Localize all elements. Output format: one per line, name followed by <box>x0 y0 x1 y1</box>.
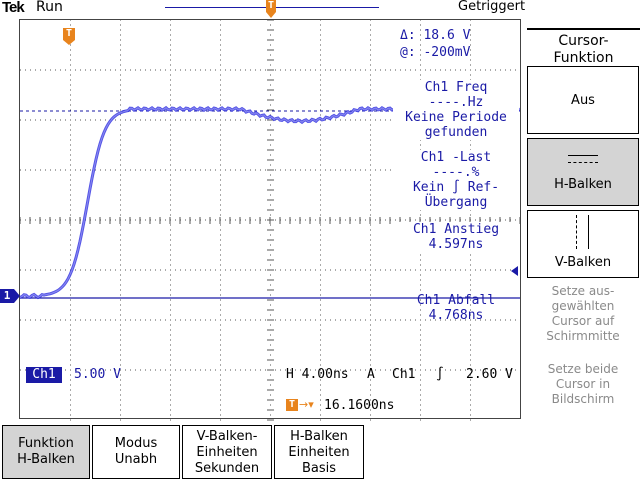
hbars-units-button[interactable]: H-Balken Einheiten Basis <box>274 425 364 479</box>
vbars-units-l1: V-Balken- <box>196 429 258 444</box>
cursor-off-button[interactable]: Aus <box>527 66 639 134</box>
measurement-freq-note: Keine Periode <box>405 110 507 125</box>
hint-both-onscreen-l1: Setze beide <box>547 362 619 376</box>
measurement-rise-value: 4.597ns <box>428 237 484 252</box>
trigger-source: Ch1 <box>392 367 416 382</box>
ch1-ground-marker-tip <box>14 289 20 303</box>
side-menu-title-line2: Funktion <box>553 50 614 66</box>
vbars-units-button[interactable]: V-Balken- Einheiten Sekunden <box>182 425 272 479</box>
measurement-duty-note2: Übergang <box>424 195 488 210</box>
hbars-units-l2: Einheiten <box>288 445 350 460</box>
vbars-units-l2: Einheiten <box>196 445 258 460</box>
trigger-status: Getriggert <box>458 0 526 14</box>
measurement-duty-name: Ch1 -Last <box>420 150 492 165</box>
timebase: H 4.00ns <box>286 367 349 382</box>
mode-button-l1: Modus <box>114 436 158 451</box>
cursor-position: @: -200mV <box>400 45 471 60</box>
vbars-icon <box>570 215 596 249</box>
volts-per-div: 5.00 V <box>74 367 121 382</box>
hint-both-onscreen-l3: Bildschirm <box>551 392 615 406</box>
side-menu-title-line1: Cursor- <box>558 33 609 49</box>
cursor-hbars-button[interactable]: H-Balken <box>527 138 639 206</box>
cursor-readout: Δ: 18.6 V @: -200mV <box>400 27 470 61</box>
mode-button[interactable]: Modus Unabh <box>92 425 180 479</box>
measurement-duty: Ch1 -Last ----.% Kein ∫ Ref- Übergang <box>393 150 519 210</box>
cursor-vbars-label: V-Balken <box>554 255 612 270</box>
hint-center-selected-l2: gewählten <box>551 299 615 313</box>
hbars-units-l1: H-Balken <box>290 429 348 444</box>
measurement-freq-value: ----.Hz <box>428 95 484 110</box>
acquisition-state: Run <box>36 0 63 15</box>
arrow-right-icon: →▾ <box>299 398 314 411</box>
trigger-mode: A <box>367 367 375 382</box>
measurement-fall: Ch1 Abfall 4.768ns <box>393 293 519 323</box>
function-button-l1: Funktion <box>18 436 74 451</box>
graticule-frame <box>19 19 521 419</box>
measurement-fall-value: 4.768ns <box>428 308 484 323</box>
hint-center-selected-l1: Setze aus- <box>551 284 615 298</box>
hbars-units-l3: Basis <box>301 461 337 476</box>
measurement-duty-value: ----.% <box>432 165 480 180</box>
measurement-fall-name: Ch1 Abfall <box>416 293 496 308</box>
trigger-level-marker <box>511 266 518 276</box>
hint-center-selected-l4: Schirmmitte <box>546 329 620 343</box>
measurement-rise-name: Ch1 Anstieg <box>412 222 500 237</box>
record-trigger-marker: T <box>266 0 276 12</box>
function-hbars-button[interactable]: Funktion H-Balken <box>2 425 90 479</box>
cursor-off-label: Aus <box>571 93 595 108</box>
brand-logo: Tek <box>2 0 25 16</box>
cursor-hbars-label: H-Balken <box>554 177 612 192</box>
graticule-center-ticks <box>19 19 521 421</box>
hint-center-selected-l3: Cursor auf <box>551 314 615 328</box>
trigger-level: 2.60 V <box>466 367 513 382</box>
hint-both-onscreen[interactable]: Setze beide Cursor in Bildschirm <box>527 362 639 407</box>
hbars-icon <box>568 155 598 163</box>
cursor-vbars-button[interactable]: V-Balken <box>527 210 639 278</box>
mode-button-l2: Unabh <box>114 452 158 467</box>
side-menu-title: Cursor- Funktion <box>527 28 640 67</box>
cursor-delta: Δ: 18.6 V <box>400 28 471 43</box>
trigger-offset-marker: T <box>286 399 298 411</box>
hint-both-onscreen-l2: Cursor in <box>555 377 611 391</box>
measurement-freq-note2: gefunden <box>424 125 488 140</box>
hint-center-selected[interactable]: Setze aus- gewählten Cursor auf Schirmmi… <box>527 284 639 344</box>
ch1-ground-marker: 1 <box>0 289 14 303</box>
vbars-units-l3: Sekunden <box>194 461 260 476</box>
measurement-rise: Ch1 Anstieg 4.597ns <box>393 222 519 252</box>
measurement-freq: Ch1 Freq ----.Hz Keine Periode gefunden <box>393 80 519 140</box>
trigger-time-marker: T <box>63 28 75 40</box>
record-trigger-marker-tip <box>266 12 276 18</box>
graticule-grid <box>19 19 521 421</box>
ch1-badge[interactable]: Ch1 <box>26 367 62 383</box>
measurement-freq-name: Ch1 Freq <box>424 80 488 95</box>
trigger-offset: 16.1600ns <box>324 398 395 413</box>
measurement-duty-note: Kein ∫ Ref- <box>412 180 500 195</box>
trigger-time-marker-tip <box>63 40 75 45</box>
function-button-l2: H-Balken <box>17 452 75 467</box>
trigger-slope-icon: ∫ <box>436 367 444 382</box>
